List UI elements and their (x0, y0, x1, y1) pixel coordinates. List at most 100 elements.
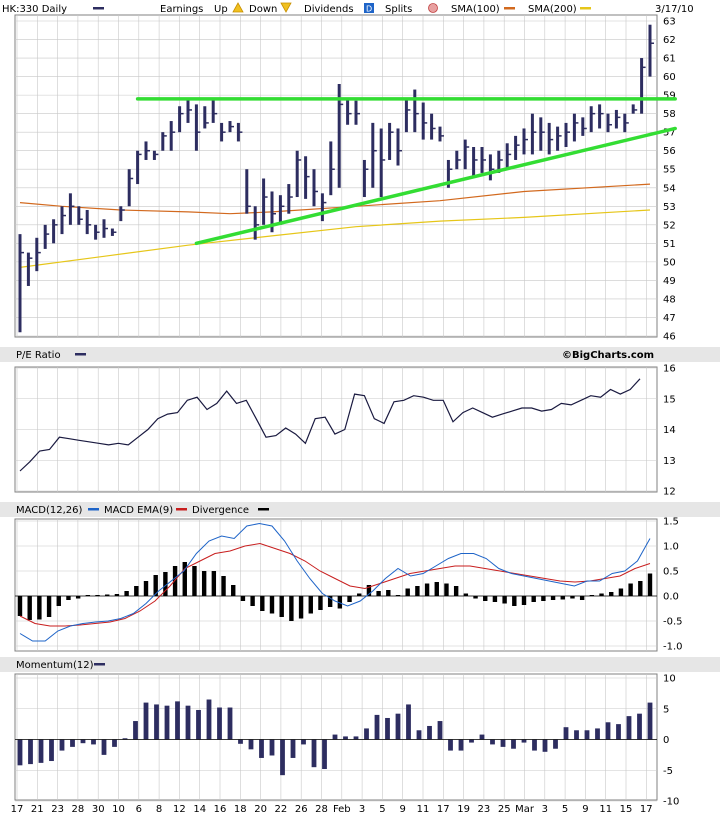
support-trendline (194, 126, 677, 246)
divergence-bar (66, 596, 71, 600)
momentum-bar (574, 730, 579, 740)
price-bar (186, 98, 192, 123)
divergence-bar (172, 566, 178, 596)
macd-panel-frame (14, 518, 658, 652)
price-bar (606, 113, 612, 133)
price-bar (194, 104, 201, 151)
momentum-bar (385, 717, 390, 740)
divergence-bar (415, 586, 420, 596)
divergence-bar (424, 583, 430, 596)
momentum-bar (542, 739, 548, 752)
momentum-bar (133, 721, 138, 740)
price-bar (572, 113, 579, 142)
earnings-up-label: Up (214, 4, 228, 15)
x-tick-label: 16 (214, 804, 227, 815)
y-tick-label: 58 (663, 109, 676, 120)
momentum-bar (637, 713, 642, 740)
price-bar (514, 135, 520, 160)
price-bar (228, 121, 234, 133)
divergence-bar (589, 595, 595, 596)
x-tick-label: 28 (72, 804, 85, 815)
price-bar (413, 89, 419, 133)
momentum-bar (269, 739, 275, 756)
momentum-bar (437, 721, 443, 740)
sma100-line (19, 183, 651, 215)
momentum-y-axis: -10 -5 0 5 10 (663, 674, 679, 808)
momentum-bar (458, 739, 464, 751)
momentum-bar (416, 730, 422, 740)
y-tick-label: 56 (663, 146, 676, 157)
price-bar (110, 228, 117, 236)
y-tick-label: 14 (663, 425, 676, 436)
price-bar (220, 122, 226, 142)
price-bar (581, 117, 587, 136)
earnings-up-icon (232, 2, 244, 13)
momentum-bar (28, 739, 33, 765)
y-tick-label: 1.5 (663, 517, 679, 528)
divergence-bar (75, 596, 81, 599)
momentum-bar (343, 736, 348, 740)
divergence-bar (560, 596, 565, 600)
momentum-bar (469, 739, 474, 743)
price-bar (77, 206, 83, 225)
x-axis: 17 21 23 28 30 10 6 8 12 14 16 18 20 22 26 28 Feb 3 5 9 11 17… (11, 804, 653, 815)
divergence-bar (134, 586, 139, 596)
price-panel-frame (14, 14, 658, 338)
momentum-bar (374, 714, 380, 740)
momentum-bar (38, 739, 44, 763)
momentum-bar (259, 739, 264, 758)
price-bar (640, 58, 646, 114)
momentum-bar (175, 701, 180, 740)
x-tick-label: 18 (234, 804, 247, 815)
sma200-legend-swatch (580, 7, 591, 10)
price-bar (295, 150, 302, 198)
momentum-bar (185, 705, 191, 740)
momentum-bar (311, 739, 317, 768)
divergence-bar (289, 596, 294, 621)
momentum-legend-swatch (94, 663, 105, 666)
price-bar (52, 219, 58, 244)
divergence-bar (143, 581, 149, 596)
price-bar (18, 234, 24, 333)
momentum-bar (364, 728, 369, 740)
price-bar (35, 237, 41, 272)
divergence-bar (512, 596, 517, 606)
price-bar (43, 224, 50, 249)
divergence-bar (521, 596, 527, 605)
divergence-label: Divergence (192, 505, 249, 516)
divergence-bar (376, 591, 381, 596)
x-tick-label: 25 (498, 804, 511, 815)
price-bar (371, 122, 377, 188)
pe-header-bar (0, 347, 720, 362)
x-tick-label: 20 (254, 804, 267, 815)
pe-ratio-line (19, 378, 641, 472)
momentum-bar (532, 739, 537, 751)
momentum-bar (553, 739, 558, 749)
price-bar (94, 224, 100, 240)
momentum-bar (490, 739, 495, 745)
divergence-bar (327, 596, 333, 607)
pe-y-axis: 12 13 14 15 16 (663, 364, 676, 498)
price-bar (144, 141, 150, 160)
divergence-bar (279, 596, 284, 617)
price-bar (430, 113, 436, 140)
x-tick-label: 3 (542, 804, 548, 815)
y-tick-label: 51 (663, 239, 676, 250)
momentum-bar (511, 739, 516, 749)
y-tick-label: 13 (663, 456, 676, 467)
price-bar (354, 100, 360, 125)
divergence-bar (240, 596, 246, 601)
divergence-bar (124, 591, 129, 596)
divergence-bars (15, 562, 657, 621)
x-tick-label: 6 (136, 804, 142, 815)
x-tick-label: 17 (640, 804, 653, 815)
divergence-bar (599, 593, 604, 596)
y-tick-label: 55 (663, 165, 676, 176)
price-bar (262, 178, 268, 225)
trendlines (135, 97, 677, 246)
momentum-bar (122, 738, 128, 740)
price-bar (362, 159, 369, 198)
price-bar (161, 132, 167, 151)
momentum-bar (154, 704, 159, 740)
divergence-bar (260, 596, 265, 611)
